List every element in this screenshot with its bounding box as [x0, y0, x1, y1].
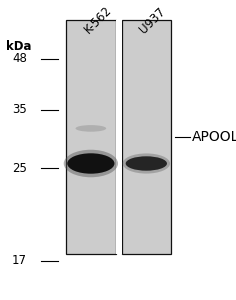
Text: K-562: K-562 [82, 3, 114, 36]
Text: 35: 35 [13, 103, 27, 116]
Ellipse shape [64, 150, 118, 177]
Bar [122, 20, 171, 254]
Ellipse shape [76, 125, 106, 132]
Text: U937: U937 [137, 5, 168, 36]
Bar [66, 20, 116, 254]
Text: 48: 48 [12, 52, 27, 65]
Ellipse shape [126, 156, 167, 171]
Text: kDa: kDa [6, 40, 32, 53]
Ellipse shape [67, 153, 114, 174]
Text: APOOL: APOOL [192, 130, 236, 143]
Bar [116, 20, 122, 254]
Text: 25: 25 [12, 161, 27, 175]
Ellipse shape [122, 153, 170, 174]
Text: 17: 17 [12, 254, 27, 268]
